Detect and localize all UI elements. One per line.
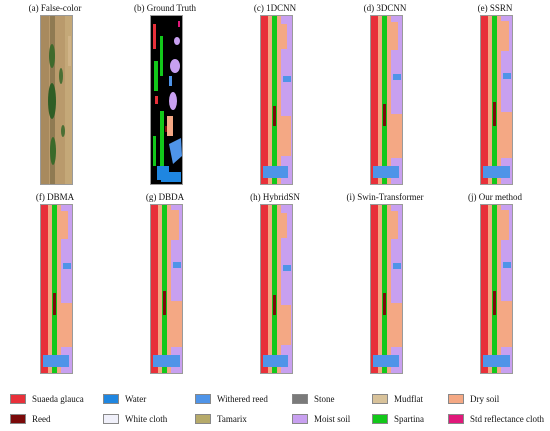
- legend-swatch: [195, 414, 211, 424]
- classification-map: [480, 15, 513, 185]
- classification-map: [260, 15, 293, 185]
- panel-caption: (f) DBMA: [35, 192, 75, 202]
- classification-map: [40, 204, 73, 374]
- legend-label: Moist soil: [314, 414, 351, 424]
- classification-map: [370, 204, 403, 374]
- legend-label: Spartina: [394, 414, 424, 424]
- panel-caption: (i) Swin-Transformer: [346, 192, 424, 202]
- legend-label: Mudflat: [394, 394, 423, 404]
- legend-swatch: [10, 394, 26, 404]
- panel-caption: (g) DBDA: [145, 192, 185, 202]
- classification-map: [150, 204, 183, 374]
- ground-truth-image: [150, 15, 183, 185]
- classification-map: [480, 204, 513, 374]
- legend-label: Withered reed: [217, 394, 268, 404]
- panel-caption: (e) SSRN: [477, 3, 513, 13]
- panel-caption: (h) HybridSN: [250, 192, 300, 202]
- legend-swatch: [103, 414, 119, 424]
- legend-label: Dry soil: [470, 394, 500, 404]
- legend-swatch: [10, 414, 26, 424]
- legend-swatch: [448, 394, 464, 404]
- panel-caption: (b) Ground Truth: [133, 3, 196, 13]
- legend-label: Std reflectance cloth: [470, 414, 544, 424]
- classification-map: [370, 15, 403, 185]
- legend-swatch: [372, 414, 388, 424]
- legend-swatch: [448, 414, 464, 424]
- legend-swatch: [292, 414, 308, 424]
- false-color-image: [40, 15, 73, 185]
- legend-label: Reed: [32, 414, 51, 424]
- panel-caption: (a) False-color: [28, 3, 82, 13]
- legend-swatch: [292, 394, 308, 404]
- legend-label: White cloth: [125, 414, 168, 424]
- panel-caption: (d) 3DCNN: [363, 3, 407, 13]
- legend-swatch: [103, 394, 119, 404]
- classification-map: [260, 204, 293, 374]
- legend-label: Water: [125, 394, 147, 404]
- legend-swatch: [195, 394, 211, 404]
- panel-caption: (j) Our method: [468, 192, 522, 202]
- legend-label: Suaeda glauca: [32, 394, 84, 404]
- legend-label: Stone: [314, 394, 335, 404]
- legend-swatch: [372, 394, 388, 404]
- legend: Suaeda glauca Water Withered reed Stone …: [0, 392, 550, 431]
- legend-label: Tamarix: [217, 414, 247, 424]
- panel-caption: (c) 1DCNN: [253, 3, 297, 13]
